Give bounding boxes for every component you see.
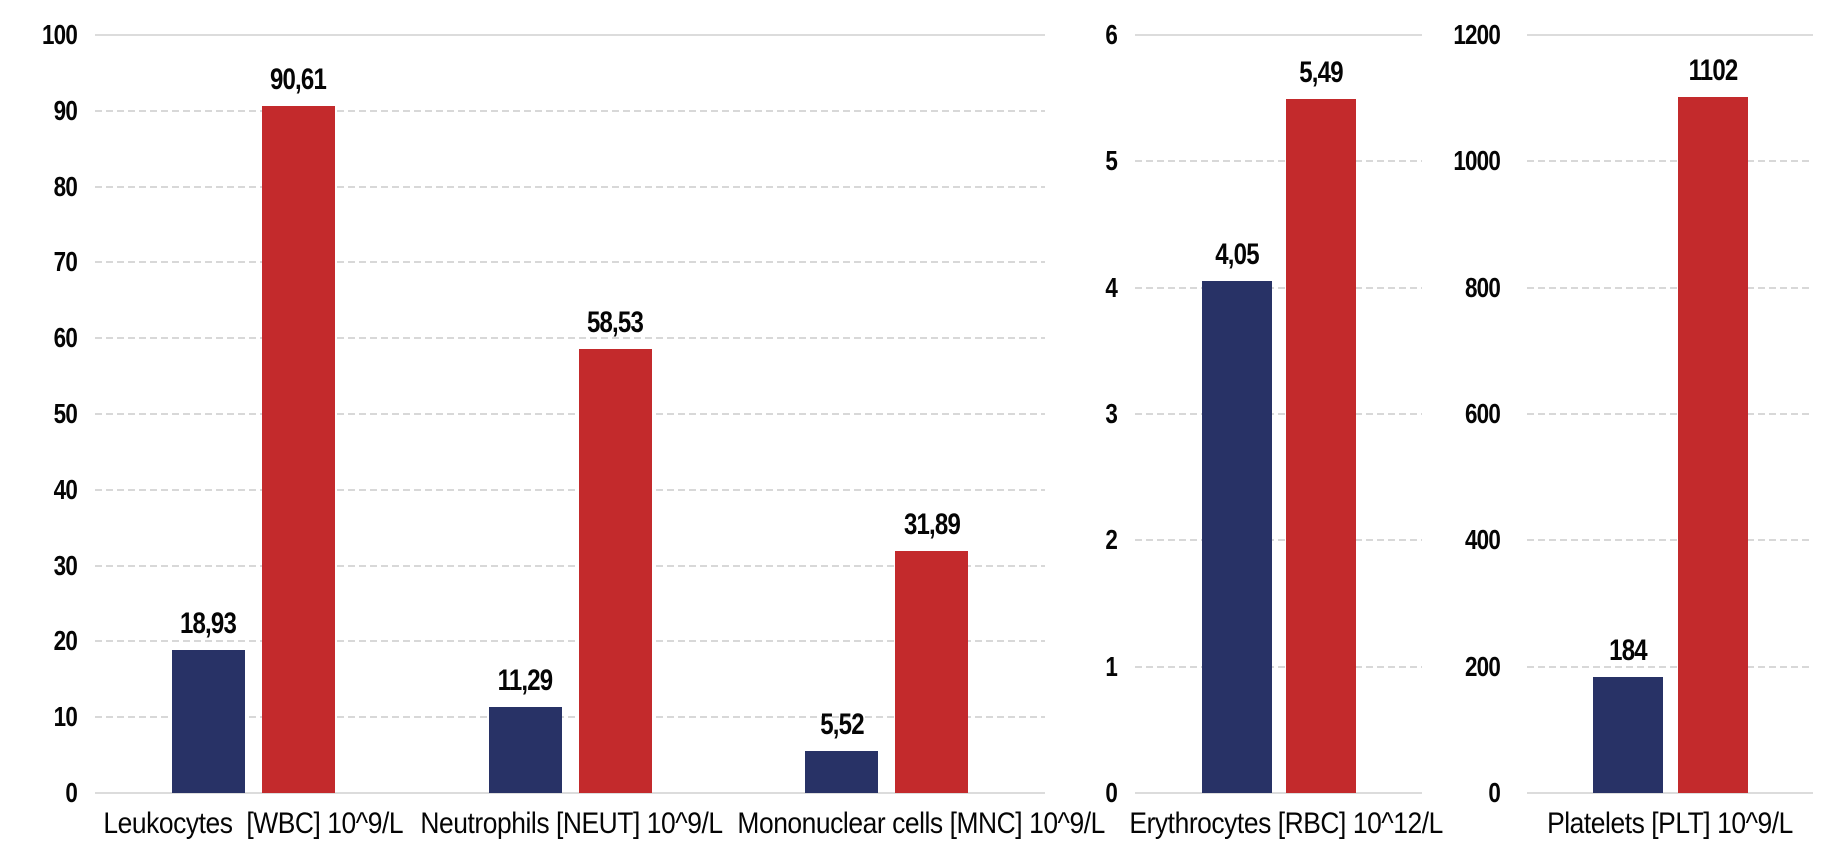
y-axis-tick-label: 50 bbox=[53, 398, 78, 429]
bar-red-series bbox=[895, 551, 968, 793]
y-axis-tick-label: 1200 bbox=[1453, 19, 1500, 50]
bar-value-label: 18,93 bbox=[179, 607, 237, 640]
gridline bbox=[1135, 792, 1422, 794]
bar-value-label: 4,05 bbox=[1215, 238, 1259, 271]
y-axis-tick-label: 400 bbox=[1465, 524, 1501, 556]
gridline bbox=[1135, 34, 1422, 36]
gridline bbox=[1135, 286, 1422, 289]
y-axis-tick-label: 30 bbox=[53, 549, 78, 581]
gridline bbox=[95, 792, 1045, 794]
bar-value-label: 31,89 bbox=[903, 508, 961, 541]
gridline bbox=[95, 109, 1045, 112]
y-axis-tick-label: 40 bbox=[53, 473, 78, 505]
bar-value-label: 90,61 bbox=[269, 63, 327, 96]
bar-value-label: 5,49 bbox=[1299, 56, 1343, 89]
y-axis-tick-label: 2 bbox=[1105, 524, 1117, 556]
y-axis-tick-label: 600 bbox=[1465, 398, 1501, 429]
gridline bbox=[95, 34, 1045, 36]
y-axis-tick-label: 90 bbox=[53, 94, 78, 126]
gridline bbox=[1135, 665, 1422, 668]
y-axis-tick-label: 80 bbox=[53, 170, 78, 202]
gridline bbox=[95, 488, 1045, 491]
bar-red-series bbox=[1286, 99, 1356, 793]
y-axis-tick-label: 70 bbox=[53, 246, 78, 278]
category-axis-label: Mononuclear cells [MNC] 10^9/L bbox=[737, 807, 1105, 840]
bar-value-label: 184 bbox=[1609, 634, 1647, 667]
gridline bbox=[1527, 792, 1813, 794]
bar-blue-series bbox=[1593, 677, 1663, 793]
bar-red-series bbox=[1678, 97, 1748, 793]
y-axis-tick-label: 3 bbox=[1105, 398, 1117, 429]
bar-red-series bbox=[262, 106, 335, 793]
gridline bbox=[1527, 34, 1813, 36]
y-axis-tick-label: 5 bbox=[1105, 145, 1117, 177]
y-axis-tick-label: 800 bbox=[1465, 271, 1501, 303]
gridline bbox=[95, 413, 1045, 415]
bar-red-series bbox=[579, 349, 652, 793]
gridline bbox=[95, 716, 1045, 719]
bar-value-label: 1102 bbox=[1688, 54, 1739, 87]
category-axis-label: Leukocytes [WBC] 10^9/L bbox=[103, 807, 404, 840]
gridline bbox=[95, 337, 1045, 340]
y-axis-tick-label: 1 bbox=[1105, 650, 1117, 682]
bar-value-label: 11,29 bbox=[497, 664, 554, 697]
bar-blue-series bbox=[1202, 281, 1272, 793]
y-axis-tick-label: 6 bbox=[1105, 19, 1117, 50]
y-axis-tick-label: 1000 bbox=[1453, 145, 1500, 177]
y-axis-tick-label: 200 bbox=[1465, 650, 1501, 682]
y-axis-tick-label: 10 bbox=[53, 701, 78, 733]
bar-value-label: 58,53 bbox=[586, 306, 644, 339]
category-axis-label: Platelets [PLT] 10^9/L bbox=[1547, 807, 1793, 840]
gridline bbox=[95, 640, 1045, 643]
y-axis-tick-label: 100 bbox=[42, 19, 78, 50]
gridline bbox=[1527, 665, 1813, 668]
gridline bbox=[1527, 286, 1813, 289]
bar-blue-series bbox=[805, 751, 878, 793]
gridline bbox=[95, 564, 1045, 567]
bar-blue-series bbox=[172, 650, 245, 793]
y-axis-tick-label: 60 bbox=[53, 322, 78, 354]
gridline bbox=[95, 261, 1045, 264]
y-axis-tick-label: 0 bbox=[65, 777, 77, 808]
category-axis-label: Erythrocytes [RBC] 10^12/L bbox=[1129, 807, 1443, 840]
gridline bbox=[1527, 539, 1813, 542]
y-axis-tick-label: 20 bbox=[53, 625, 78, 657]
gridline bbox=[1135, 539, 1422, 542]
bar-value-label: 5,52 bbox=[820, 708, 864, 741]
bar-blue-series bbox=[489, 707, 562, 793]
gridline bbox=[95, 185, 1045, 188]
category-axis-label: Neutrophils [NEUT] 10^9/L bbox=[420, 807, 723, 840]
gridline bbox=[1527, 160, 1813, 163]
gridline bbox=[1135, 160, 1422, 163]
y-axis-tick-label: 0 bbox=[1488, 777, 1500, 808]
gridline bbox=[1527, 413, 1813, 415]
gridline bbox=[1135, 413, 1422, 415]
y-axis-tick-label: 4 bbox=[1105, 271, 1117, 303]
y-axis-tick-label: 0 bbox=[1105, 777, 1117, 808]
